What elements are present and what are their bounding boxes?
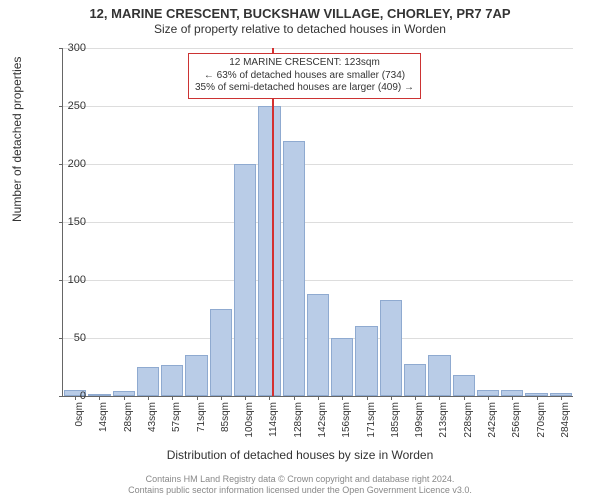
x-tick (415, 396, 416, 400)
y-tick-label: 300 (56, 42, 86, 54)
x-tick (439, 396, 440, 400)
x-tick-label: 28sqm (123, 402, 134, 442)
x-tick-label: 242sqm (487, 402, 498, 442)
histogram-bar (185, 355, 207, 396)
gridline (63, 222, 573, 223)
x-tick-label: 114sqm (268, 402, 279, 442)
x-tick (561, 396, 562, 400)
y-tick-label: 0 (56, 390, 86, 402)
x-tick (512, 396, 513, 400)
x-tick (488, 396, 489, 400)
gridline (63, 106, 573, 107)
x-tick (318, 396, 319, 400)
x-tick-label: 128sqm (293, 402, 304, 442)
x-tick (148, 396, 149, 400)
histogram-bar (307, 294, 329, 396)
histogram-bar (161, 365, 183, 396)
y-tick-label: 250 (56, 100, 86, 112)
x-axis-label: Distribution of detached houses by size … (0, 448, 600, 462)
x-tick-label: 43sqm (147, 402, 158, 442)
histogram-bar (331, 338, 353, 396)
histogram-bar (453, 375, 475, 396)
x-tick-label: 270sqm (536, 402, 547, 442)
x-tick (221, 396, 222, 400)
x-tick-label: 0sqm (74, 402, 85, 442)
x-tick-label: 213sqm (438, 402, 449, 442)
x-tick-label: 85sqm (220, 402, 231, 442)
gridline (63, 164, 573, 165)
x-tick-label: 171sqm (366, 402, 377, 442)
x-tick (464, 396, 465, 400)
x-tick (294, 396, 295, 400)
histogram-bar (137, 367, 159, 396)
annotation-line1: 12 MARINE CRESCENT: 123sqm (195, 57, 414, 70)
x-tick-label: 156sqm (341, 402, 352, 442)
histogram-bar (404, 364, 426, 396)
x-tick-label: 142sqm (317, 402, 328, 442)
x-tick-label: 57sqm (171, 402, 182, 442)
annotation-box: 12 MARINE CRESCENT: 123sqm← 63% of detac… (188, 53, 421, 99)
histogram-bar (428, 355, 450, 396)
property-marker-line (272, 48, 274, 396)
x-tick (124, 396, 125, 400)
histogram-bar (258, 106, 280, 396)
x-tick (537, 396, 538, 400)
chart-title-sub: Size of property relative to detached ho… (0, 21, 600, 36)
chart-plot-area: 12 MARINE CRESCENT: 123sqm← 63% of detac… (62, 48, 573, 397)
histogram-bar (210, 309, 232, 396)
gridline (63, 48, 573, 49)
x-tick (269, 396, 270, 400)
x-tick-label: 199sqm (414, 402, 425, 442)
x-tick (367, 396, 368, 400)
annotation-line2: ← 63% of detached houses are smaller (73… (195, 70, 414, 83)
license-line2: Contains public sector information licen… (128, 485, 472, 495)
x-tick (197, 396, 198, 400)
histogram-bar (234, 164, 256, 396)
x-tick (245, 396, 246, 400)
x-tick-label: 228sqm (463, 402, 474, 442)
x-tick-label: 71sqm (196, 402, 207, 442)
license-line1: Contains HM Land Registry data © Crown c… (146, 474, 455, 484)
annotation-line3: 35% of semi-detached houses are larger (… (195, 82, 414, 95)
x-tick (99, 396, 100, 400)
x-tick (172, 396, 173, 400)
histogram-bar (283, 141, 305, 396)
x-tick-label: 256sqm (511, 402, 522, 442)
y-tick-label: 200 (56, 158, 86, 170)
histogram-bar (380, 300, 402, 396)
gridline (63, 280, 573, 281)
x-tick (342, 396, 343, 400)
y-axis-label: Number of detached properties (10, 57, 24, 222)
x-tick-label: 100sqm (244, 402, 255, 442)
y-tick-label: 100 (56, 274, 86, 286)
x-tick (391, 396, 392, 400)
histogram-bar (355, 326, 377, 396)
y-tick-label: 50 (56, 332, 86, 344)
x-tick-label: 185sqm (390, 402, 401, 442)
license-text: Contains HM Land Registry data © Crown c… (0, 474, 600, 496)
x-tick-label: 14sqm (98, 402, 109, 442)
chart-title-main: 12, MARINE CRESCENT, BUCKSHAW VILLAGE, C… (0, 0, 600, 21)
y-tick-label: 150 (56, 216, 86, 228)
x-tick-label: 284sqm (560, 402, 571, 442)
